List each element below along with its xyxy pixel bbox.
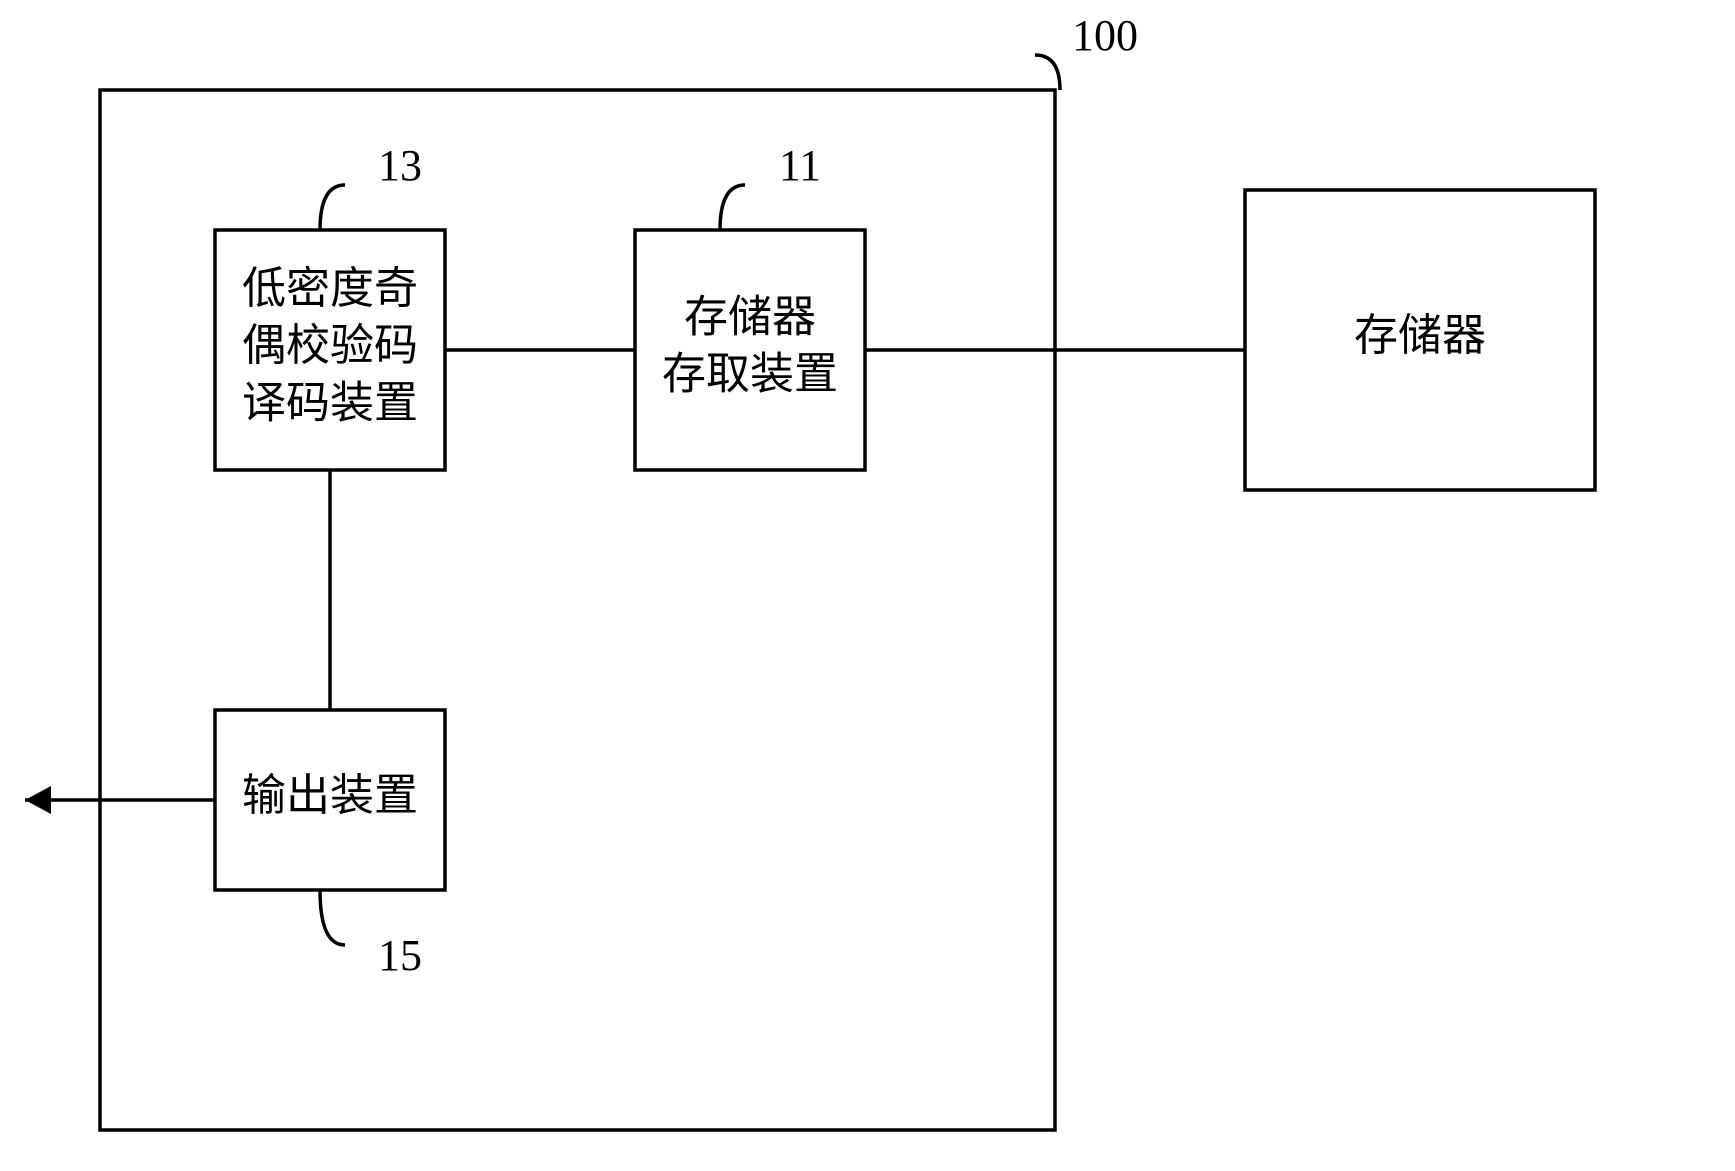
ref-label-l15: 15 [378, 931, 422, 980]
output-arrow-head [25, 786, 51, 814]
block-mem-label-line-0: 存储器 [1354, 311, 1486, 360]
block-b15-label-line-0: 输出装置 [242, 771, 418, 820]
block-b13-label-line-0: 低密度奇 [242, 264, 418, 313]
ref-leader-l100 [1035, 55, 1060, 90]
block-b11-label-line-0: 存储器 [684, 292, 816, 341]
ref-label-l13: 13 [378, 141, 422, 190]
block-b13-label-line-1: 偶校验码 [242, 321, 418, 370]
ref-label-l100: 100 [1072, 11, 1138, 60]
diagram-canvas: 低密度奇偶校验码译码装置 存储器存取装置输出装置 存储器 100 13 11 15 [0, 0, 1735, 1171]
ref-label-l11: 11 [779, 141, 821, 190]
block-b13-label-line-2: 译码装置 [242, 378, 418, 427]
block-b11-label-line-1: 存取装置 [662, 350, 838, 399]
